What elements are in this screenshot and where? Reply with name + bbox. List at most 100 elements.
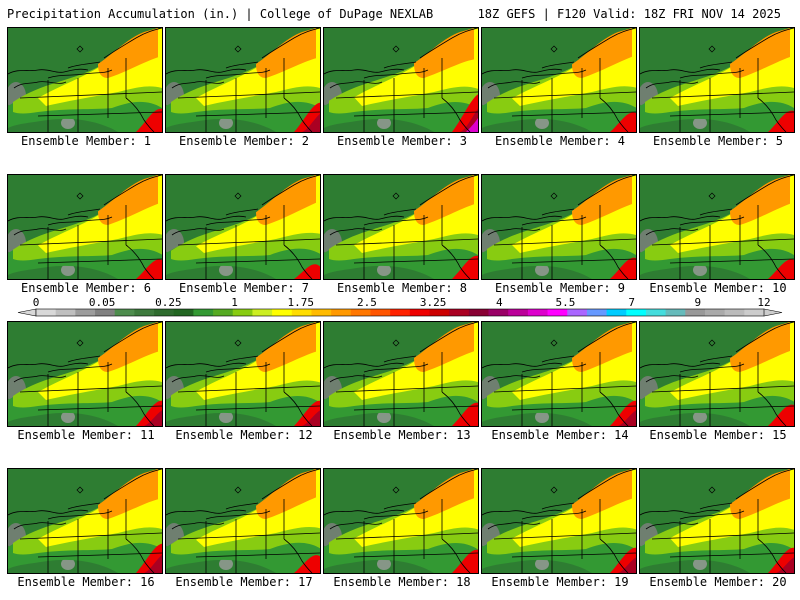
ensemble-map-1 <box>7 27 163 133</box>
legend-swatch <box>468 309 489 316</box>
precip-map-12 <box>166 322 320 426</box>
legend-min-arrow <box>17 308 37 317</box>
legend-swatch <box>586 309 607 316</box>
legend-swatch <box>724 309 745 316</box>
precip-map-14 <box>482 322 636 426</box>
legend-swatch <box>390 309 411 316</box>
ensemble-member-label: Ensemble Member: 14 <box>491 428 629 442</box>
precip-map-18 <box>324 469 478 573</box>
legend-swatch <box>193 309 214 316</box>
legend-swatch <box>508 309 529 316</box>
ensemble-member-label: Ensemble Member: 12 <box>175 428 313 442</box>
ensemble-map-5 <box>639 27 795 133</box>
legend-swatch <box>173 309 194 316</box>
precip-map-9 <box>482 175 636 279</box>
legend-swatch <box>252 309 273 316</box>
ensemble-member-label: Ensemble Member: 1 <box>20 134 152 148</box>
ensemble-member-label: Ensemble Member: 16 <box>17 575 155 589</box>
ensemble-member-label: Ensemble Member: 10 <box>649 281 787 295</box>
ensemble-map-10 <box>639 174 795 280</box>
ensemble-member-label: Ensemble Member: 3 <box>336 134 468 148</box>
legend-swatch <box>311 309 332 316</box>
ensemble-member-label: Ensemble Member: 20 <box>649 575 787 589</box>
chart-title: Precipitation Accumulation (in.) | Colle… <box>7 7 434 21</box>
legend-tick-label: 2.5 <box>357 296 377 309</box>
ensemble-map-4 <box>481 27 637 133</box>
ensemble-map-17 <box>165 468 321 574</box>
model-run-label: 18Z GEFS | F120 Valid: 18Z FRI NOV 14 20… <box>477 7 781 21</box>
precip-map-8 <box>324 175 478 279</box>
legend-swatch <box>114 309 135 316</box>
legend-tick-label: 3.25 <box>420 296 447 309</box>
legend-swatch <box>370 309 391 316</box>
legend-swatch <box>744 309 765 316</box>
ensemble-map-3 <box>323 27 479 133</box>
legend-tick-label: 4 <box>496 296 503 309</box>
legend-swatch <box>350 309 371 316</box>
legend-swatch <box>685 309 706 316</box>
legend-swatch <box>665 309 686 316</box>
legend-swatch <box>606 309 627 316</box>
ensemble-member-label: Ensemble Member: 5 <box>652 134 784 148</box>
ensemble-map-18 <box>323 468 479 574</box>
ensemble-member-label: Ensemble Member: 18 <box>333 575 471 589</box>
legend-swatch <box>36 309 57 316</box>
legend-swatch <box>547 309 568 316</box>
precip-map-11 <box>8 322 162 426</box>
precip-map-4 <box>482 28 636 132</box>
ensemble-member-label: Ensemble Member: 15 <box>649 428 787 442</box>
ensemble-map-11 <box>7 321 163 427</box>
ensemble-map-14 <box>481 321 637 427</box>
ensemble-map-19 <box>481 468 637 574</box>
ensemble-member-label: Ensemble Member: 4 <box>494 134 626 148</box>
precip-map-13 <box>324 322 478 426</box>
ensemble-member-label: Ensemble Member: 6 <box>20 281 152 295</box>
legend-swatch <box>567 309 588 316</box>
ensemble-member-label: Ensemble Member: 8 <box>336 281 468 295</box>
ensemble-member-label: Ensemble Member: 17 <box>175 575 313 589</box>
ensemble-member-label: Ensemble Member: 9 <box>494 281 626 295</box>
ensemble-map-12 <box>165 321 321 427</box>
color-scale-legend: 0 0.05 0.25 1 1.75 2.5 3.25 4 5.5 7 9 12 <box>17 296 783 317</box>
legend-swatch <box>75 309 96 316</box>
precip-map-5 <box>640 28 794 132</box>
ensemble-map-13 <box>323 321 479 427</box>
legend-tick-label: 0.05 <box>89 296 116 309</box>
legend-tick-label: 0.25 <box>155 296 182 309</box>
legend-swatch <box>449 309 470 316</box>
legend-swatch <box>527 309 548 316</box>
precip-map-15 <box>640 322 794 426</box>
legend-max-arrow <box>763 308 783 317</box>
precip-map-20 <box>640 469 794 573</box>
legend-swatch <box>626 309 647 316</box>
precip-map-16 <box>8 469 162 573</box>
precip-map-6 <box>8 175 162 279</box>
precip-map-3 <box>324 28 478 132</box>
legend-swatch <box>645 309 667 316</box>
legend-tick-label: 5.5 <box>556 296 576 309</box>
legend-tick-label: 9 <box>695 296 702 309</box>
precip-map-17 <box>166 469 320 573</box>
precip-map-1 <box>8 28 162 132</box>
ensemble-map-20 <box>639 468 795 574</box>
ensemble-map-2 <box>165 27 321 133</box>
legend-tick-label: 7 <box>628 296 635 309</box>
ensemble-member-label: Ensemble Member: 19 <box>491 575 629 589</box>
precip-map-10 <box>640 175 794 279</box>
legend-swatch <box>429 309 450 316</box>
ensemble-member-label: Ensemble Member: 2 <box>178 134 310 148</box>
legend-swatch <box>488 309 509 316</box>
legend-swatch <box>232 309 253 316</box>
legend-tick-label: 1 <box>231 296 238 309</box>
legend-swatch <box>409 309 430 316</box>
ensemble-map-16 <box>7 468 163 574</box>
legend-swatch <box>154 309 175 316</box>
legend-swatch <box>704 309 726 316</box>
ensemble-map-15 <box>639 321 795 427</box>
legend-swatch <box>331 309 352 316</box>
ensemble-member-label: Ensemble Member: 7 <box>178 281 310 295</box>
legend-swatch <box>95 309 116 316</box>
legend-tick-label: 12 <box>757 296 770 309</box>
legend-swatch <box>213 309 234 316</box>
precip-map-19 <box>482 469 636 573</box>
